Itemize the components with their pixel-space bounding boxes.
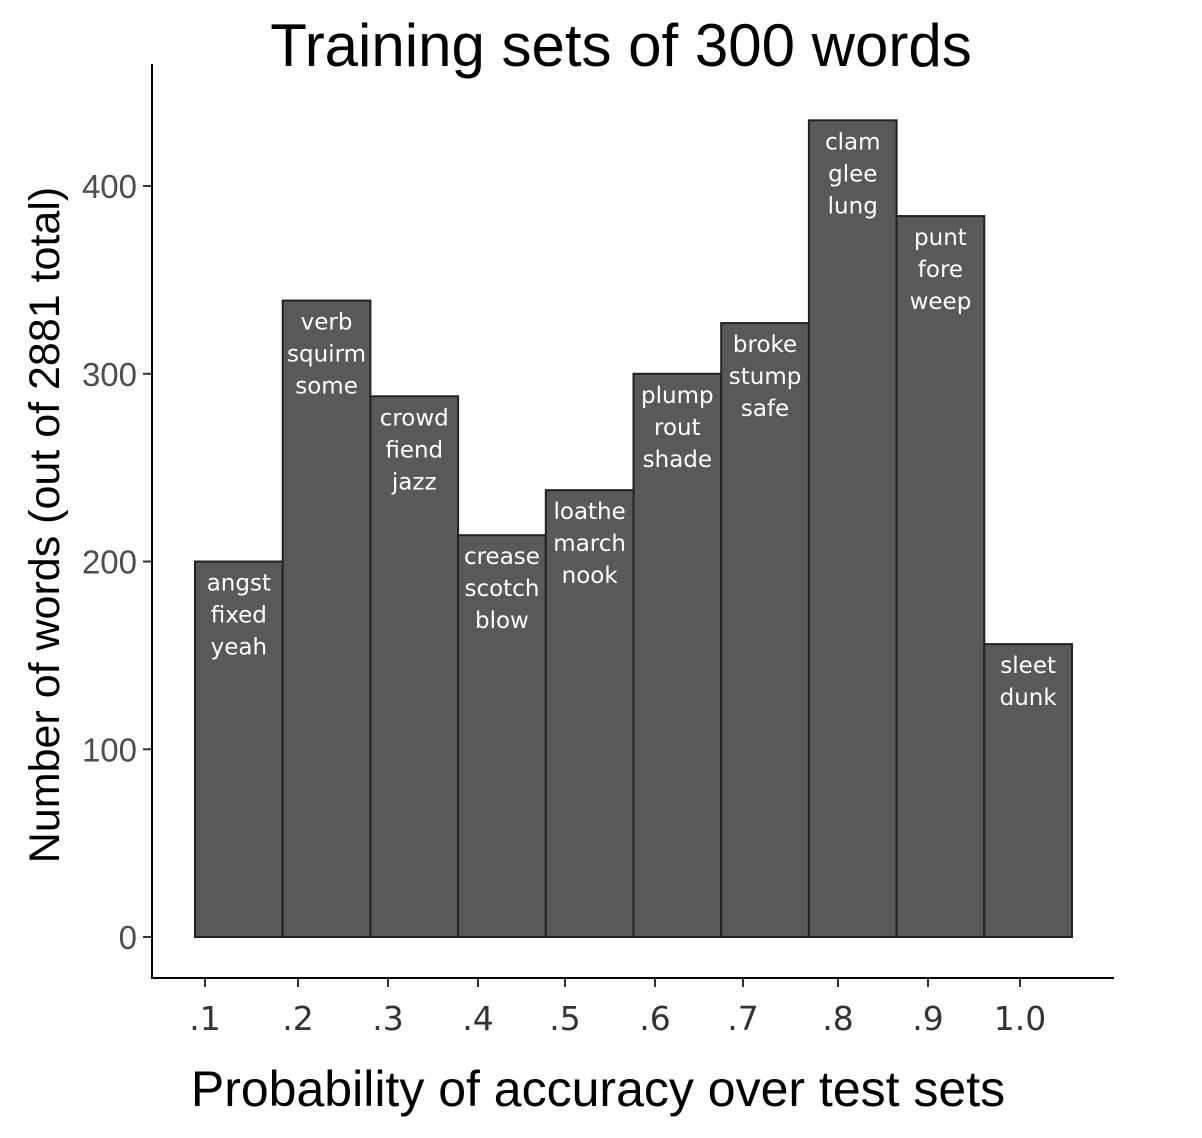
bar-word-label: sleet (1000, 653, 1056, 679)
y-tick-label: 300 (82, 356, 137, 393)
bar (895, 215, 986, 938)
bar (720, 322, 810, 938)
bar-word-label: punt (914, 225, 967, 251)
bar-word-label: glee (828, 161, 877, 187)
x-tick-label: .4 (462, 999, 494, 1038)
bar (807, 119, 898, 939)
x-tick-label: .5 (549, 999, 581, 1038)
bar-word-label: dunk (1000, 685, 1058, 711)
x-tick-label: 1.0 (994, 999, 1046, 1038)
x-tick-label: .3 (372, 999, 404, 1038)
y-tick-label: 0 (119, 919, 137, 956)
x-axis-ticks: .1 .2 .3 .4 .5 .6 .7 .8 .9 1.0 (189, 978, 1046, 1038)
bar-word-label: march (553, 531, 626, 557)
bar-word-label: fore (918, 257, 963, 283)
bar (632, 372, 723, 939)
bar-word-label: lung (828, 193, 878, 219)
bar-word-label: safe (741, 396, 789, 422)
x-tick-label: .6 (639, 999, 671, 1038)
bar-word-label: rout (654, 415, 701, 441)
y-tick-label: 400 (82, 168, 137, 205)
bar-word-label: blow (475, 608, 529, 634)
x-axis-label: Probability of accuracy over test sets (191, 1061, 1005, 1117)
bar-word-label: loathe (553, 499, 625, 525)
bar (457, 534, 547, 938)
bar (983, 643, 1073, 938)
bar (281, 299, 372, 939)
bars-group (194, 119, 1073, 939)
bar (544, 489, 635, 938)
bar-word-label: scotch (464, 576, 539, 602)
bar-word-label: some (295, 374, 358, 400)
bar-word-label: verb (301, 310, 353, 336)
y-axis-ticks: 0 100 200 300 400 (82, 168, 152, 956)
y-tick-label: 200 (82, 544, 137, 581)
chart-title: Training sets of 300 words (270, 12, 971, 79)
x-tick-label: .2 (282, 999, 314, 1038)
x-tick-label: .9 (912, 999, 944, 1038)
bar-word-label: nook (562, 563, 619, 589)
bar-word-label: clam (825, 129, 881, 155)
y-axis-label: Number of words (out of 2881 total) (21, 187, 69, 863)
x-tick-label: .7 (727, 999, 759, 1038)
bar (369, 395, 460, 938)
bar-word-label: fixed (211, 603, 267, 629)
bar-word-label: broke (733, 332, 797, 358)
x-tick-label: .1 (189, 999, 221, 1038)
x-tick-label: .8 (822, 999, 854, 1038)
bar-word-label: angst (207, 571, 271, 597)
y-tick-label: 100 (82, 731, 137, 768)
bar-word-label: shade (643, 447, 712, 473)
bar-word-label: crowd (380, 405, 449, 431)
bar-word-label: plump (641, 383, 714, 409)
bar-word-label: yeah (211, 635, 267, 661)
bar (194, 560, 284, 938)
bar-word-label: jazz (391, 469, 437, 495)
bar-labels-group: angst fixed yeah verb squirm some crowd fiend ja… (207, 129, 1058, 711)
bar-word-label: crease (464, 544, 540, 570)
bar-word-label: fiend (385, 437, 443, 463)
bar-word-label: squirm (287, 342, 366, 368)
bar-word-label: stump (729, 364, 802, 390)
bar-word-label: weep (910, 289, 972, 315)
